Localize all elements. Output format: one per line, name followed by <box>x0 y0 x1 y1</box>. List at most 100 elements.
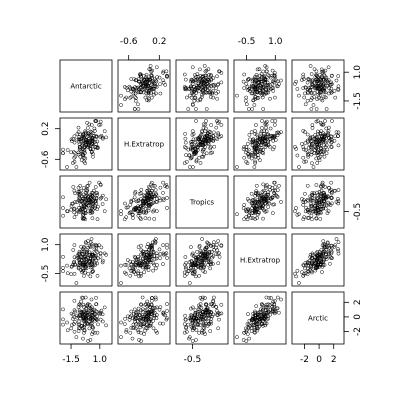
data-point <box>201 90 205 95</box>
data-point <box>302 147 306 152</box>
data-point <box>183 255 188 259</box>
data-point <box>253 89 258 94</box>
data-point <box>201 77 206 81</box>
data-point <box>336 199 341 203</box>
data-point <box>91 313 96 318</box>
data-point <box>193 270 197 274</box>
data-point <box>320 123 325 127</box>
data-point <box>77 257 81 262</box>
data-point <box>255 322 260 327</box>
data-point <box>189 245 193 249</box>
data-point <box>157 75 162 80</box>
data-point <box>303 85 308 90</box>
data-point <box>184 266 188 271</box>
data-point <box>81 212 86 217</box>
data-point <box>264 90 269 95</box>
data-point <box>303 141 308 145</box>
data-point <box>247 133 252 137</box>
data-point <box>75 137 79 142</box>
data-point <box>127 84 132 89</box>
data-point <box>76 266 81 271</box>
data-point <box>272 202 277 207</box>
data-point <box>197 89 201 94</box>
diagonal-panel-1: Antarctic <box>59 59 113 113</box>
data-point <box>253 315 258 320</box>
data-point <box>203 312 208 317</box>
data-point <box>161 198 166 203</box>
data-point <box>81 302 86 307</box>
data-point <box>273 119 278 123</box>
panel-frame <box>59 59 113 113</box>
data-point <box>205 137 210 141</box>
data-point <box>314 73 318 77</box>
tick-label: 0 <box>353 314 363 320</box>
data-point <box>303 191 307 196</box>
data-point <box>138 261 142 266</box>
data-point <box>255 193 260 198</box>
data-point <box>316 151 321 155</box>
data-point <box>147 216 152 221</box>
data-point <box>336 84 341 89</box>
data-point <box>235 335 239 339</box>
data-point <box>206 260 211 265</box>
data-point <box>190 65 195 70</box>
data-point <box>128 330 133 335</box>
data-point <box>330 245 334 250</box>
data-point <box>128 259 133 264</box>
data-point <box>219 244 224 248</box>
data-point <box>61 254 65 259</box>
data-point <box>245 142 250 146</box>
data-point <box>150 82 154 86</box>
data-point <box>206 142 211 147</box>
data-point <box>72 298 77 303</box>
data-point <box>219 123 224 127</box>
data-point <box>154 91 158 96</box>
data-point <box>158 321 162 326</box>
data-point <box>151 209 155 214</box>
data-point <box>273 95 277 100</box>
data-point <box>87 260 92 264</box>
data-point <box>332 89 337 93</box>
data-point <box>215 242 219 247</box>
data-point <box>74 335 79 339</box>
data-point <box>264 143 269 148</box>
data-point <box>130 268 135 273</box>
data-point <box>264 183 269 187</box>
data-point <box>201 142 205 147</box>
data-point <box>254 138 259 143</box>
data-point <box>312 206 317 210</box>
data-point <box>200 309 204 314</box>
data-point <box>263 76 268 81</box>
data-point <box>201 330 206 334</box>
data-point <box>255 191 260 196</box>
data-point <box>90 325 95 330</box>
data-point <box>253 95 258 99</box>
data-point <box>197 303 201 308</box>
data-point <box>250 206 255 210</box>
data-point <box>271 309 275 314</box>
data-point <box>140 199 145 203</box>
data-point <box>145 252 150 257</box>
data-point <box>258 310 263 314</box>
data-point <box>134 258 139 263</box>
data-point <box>266 72 270 77</box>
data-point <box>129 325 134 330</box>
data-point <box>205 139 210 143</box>
data-point <box>246 107 251 111</box>
data-point <box>272 71 277 75</box>
data-point <box>269 87 273 91</box>
data-point <box>314 261 318 266</box>
data-point <box>255 135 260 140</box>
data-point <box>295 153 300 158</box>
data-point <box>217 317 221 322</box>
data-point <box>336 188 341 192</box>
data-point <box>149 191 154 195</box>
data-point <box>303 261 308 265</box>
data-point <box>305 98 310 103</box>
data-point <box>322 200 327 204</box>
data-point <box>211 95 216 100</box>
data-point <box>320 135 325 139</box>
data-point <box>245 197 250 201</box>
data-point <box>273 298 277 303</box>
data-point <box>246 213 251 218</box>
